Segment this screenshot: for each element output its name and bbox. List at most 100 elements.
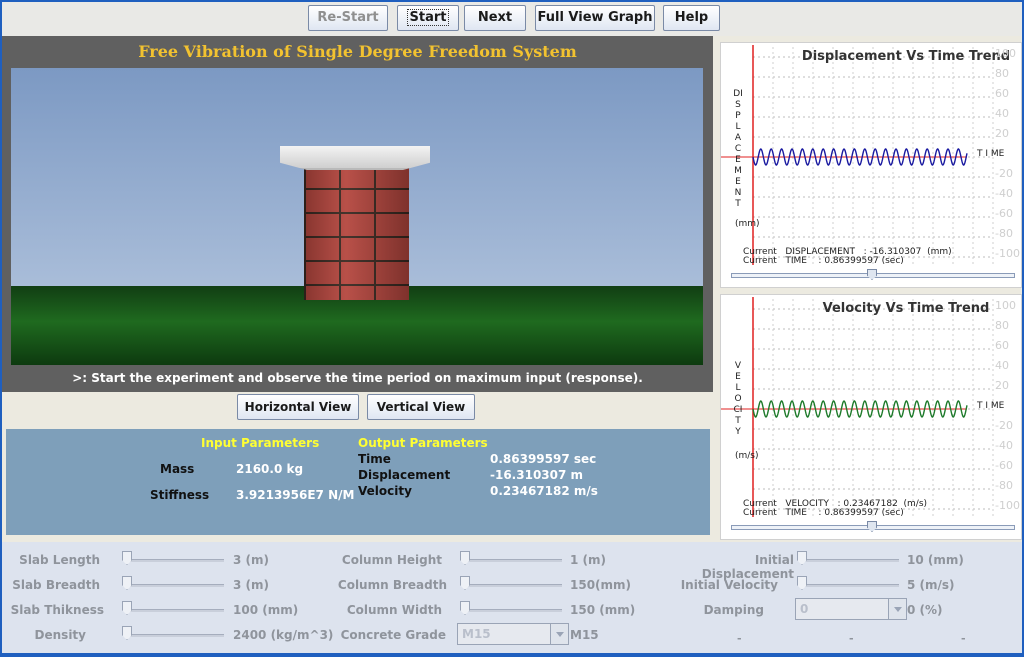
slab-breadth-value: 3 (m) — [233, 578, 269, 592]
velocity-waveform — [752, 400, 968, 418]
displacement-graph-title: Displacement Vs Time Trend — [801, 49, 1011, 64]
chevron-down-icon[interactable] — [550, 624, 568, 644]
help-button[interactable]: Help — [663, 5, 720, 31]
column-height-value: 1 (m) — [570, 553, 606, 567]
concrete-grade-select[interactable]: M15 — [457, 623, 569, 645]
parameters-panel: Input Parameters Output Parameters Mass … — [6, 429, 710, 535]
tick-label: -80 — [995, 479, 1013, 492]
velocity-time-label: T I ME — [977, 401, 1005, 411]
slab-length-thumb[interactable] — [122, 551, 132, 565]
concrete-grade-value: M15 — [570, 628, 599, 642]
mass-label: Mass — [160, 462, 195, 476]
tick-label: 60 — [995, 87, 1009, 100]
start-button-label: Start — [406, 9, 450, 26]
column-breadth-value: 150(mm) — [570, 578, 632, 592]
column-height-slider[interactable] — [462, 559, 562, 562]
placeholder-dash: - — [961, 632, 966, 645]
full-view-graph-button[interactable]: Full View Graph — [535, 5, 655, 31]
time-label: Time — [358, 452, 391, 466]
column-width-label: Column Width — [346, 603, 442, 617]
tick-label: 20 — [995, 379, 1009, 392]
displacement-waveform — [752, 148, 968, 166]
velocity-graph: Velocity Vs Time Trend VELOCITY (m/s) T … — [720, 294, 1022, 540]
displacement-unit: (mm) — [735, 219, 760, 229]
stiffness-label: Stiffness — [150, 488, 210, 502]
3d-scene — [11, 68, 703, 365]
initial-displacement-slider[interactable] — [799, 559, 899, 562]
slab-breadth-thumb[interactable] — [122, 576, 132, 590]
initial-displacement-thumb[interactable] — [797, 551, 807, 565]
tick-label: -60 — [995, 459, 1013, 472]
initial-displacement-value: 10 (mm) — [907, 553, 964, 567]
initial-velocity-slider[interactable] — [799, 584, 899, 587]
concrete-grade-selected: M15 — [462, 627, 491, 641]
velocity-grid — [753, 299, 994, 517]
current-time-readout: Current TIME : 0.86399597 (sec) — [743, 508, 904, 518]
displacement-slider-thumb[interactable] — [867, 269, 877, 280]
column-width-value: 150 (mm) — [570, 603, 636, 617]
simulation-title: Free Vibration of Single Degree Freedom … — [138, 42, 577, 61]
displacement-graph: Displacement Vs Time Trend DISPLACEMENT … — [720, 42, 1022, 288]
brick-column — [304, 164, 409, 300]
tick-label: -60 — [995, 207, 1013, 220]
tick-label: -80 — [995, 227, 1013, 240]
tick-label: 80 — [995, 67, 1009, 80]
density-value: 2400 (kg/m^3) — [233, 628, 334, 642]
column-height-label: Column Height — [341, 553, 442, 567]
tick-label: 40 — [995, 107, 1009, 120]
tick-label: -40 — [995, 187, 1013, 200]
initial-velocity-label: Initial Velocity — [680, 578, 778, 592]
slab-breadth-label: Slab Breadth — [12, 578, 100, 592]
horizontal-view-button[interactable]: Horizontal View — [237, 394, 359, 420]
tick-label: 100 — [995, 47, 1016, 60]
displacement-label: Displacement — [358, 468, 451, 482]
damping-select[interactable]: 0 — [795, 598, 907, 620]
column-breadth-thumb[interactable] — [460, 576, 470, 590]
tick-label: -100 — [995, 247, 1020, 260]
slab-thickness-value: 100 (mm) — [233, 603, 299, 617]
time-value: 0.86399597 sec — [490, 452, 597, 466]
velocity-slider-thumb[interactable] — [867, 521, 877, 532]
tick-label: -100 — [995, 499, 1020, 512]
density-label: Density — [34, 628, 86, 642]
column-breadth-slider[interactable] — [462, 584, 562, 587]
column-width-slider[interactable] — [462, 609, 562, 612]
placeholder-dash: - — [737, 632, 742, 645]
density-thumb[interactable] — [122, 626, 132, 640]
slab-breadth-slider[interactable] — [124, 584, 224, 587]
density-slider[interactable] — [124, 634, 224, 637]
start-button[interactable]: Start — [397, 5, 459, 31]
velocity-label: Velocity — [358, 484, 412, 498]
tick-label: -20 — [995, 167, 1013, 180]
column-width-thumb[interactable] — [460, 601, 470, 615]
initial-velocity-thumb[interactable] — [797, 576, 807, 590]
tick-label: 80 — [995, 319, 1009, 332]
damping-value: 0 (%) — [907, 603, 943, 617]
controls-panel: Slab Length 3 (m) Slab Breadth 3 (m) Sla… — [2, 542, 1022, 653]
slab-thickness-slider[interactable] — [124, 609, 224, 612]
slab-length-label: Slab Length — [19, 553, 100, 567]
input-parameters-header: Input Parameters — [201, 436, 320, 450]
vertical-view-button[interactable]: Vertical View — [367, 394, 475, 420]
velocity-value: 0.23467182 m/s — [490, 484, 598, 498]
slab-thickness-thumb[interactable] — [122, 601, 132, 615]
output-parameters-header: Output Parameters — [358, 436, 488, 450]
initial-displacement-label: Initial Displacement — [701, 553, 794, 581]
toolbar: Re-Start Start Next Full View Graph Help — [2, 2, 1022, 36]
velocity-graph-canvas — [721, 297, 994, 517]
current-displacement-readout: Current DISPLACEMENT : -16.310307 (mm) — [743, 247, 952, 257]
displacement-value: -16.310307 m — [490, 468, 584, 482]
next-button[interactable]: Next — [464, 5, 526, 31]
velocity-axis-label: VELOCITY — [733, 361, 743, 437]
damping-selected: 0 — [800, 602, 809, 616]
chevron-down-icon[interactable] — [888, 599, 906, 619]
tick-label: 60 — [995, 339, 1009, 352]
displacement-time-label: T I ME — [977, 149, 1005, 159]
tick-label: -40 — [995, 439, 1013, 452]
velocity-graph-title: Velocity Vs Time Trend — [822, 301, 990, 316]
slab-length-slider[interactable] — [124, 559, 224, 562]
restart-button[interactable]: Re-Start — [308, 5, 388, 31]
simulation-panel: Free Vibration of Single Degree Freedom … — [2, 36, 713, 392]
column-height-thumb[interactable] — [460, 551, 470, 565]
